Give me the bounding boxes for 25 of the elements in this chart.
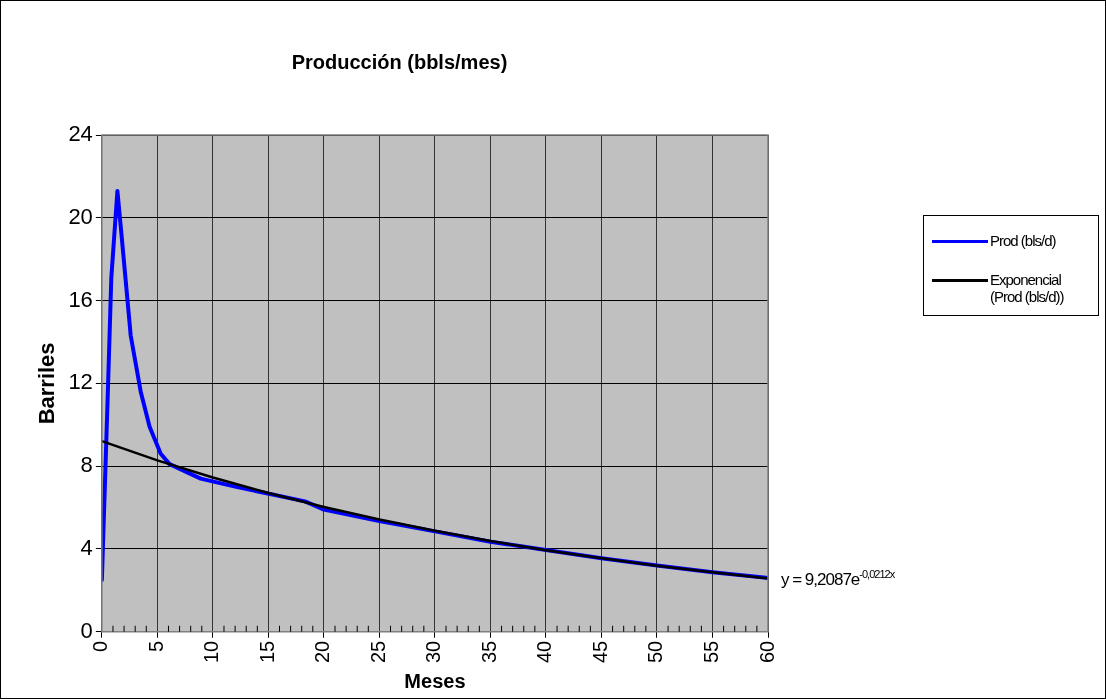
y-tick-label: 16 — [68, 286, 93, 312]
x-tick-label: 55 — [700, 640, 722, 663]
x-axis-title: Meses — [404, 669, 466, 692]
x-tick-label: 10 — [200, 640, 223, 663]
y-tick-label: 24 — [68, 121, 93, 147]
x-tick-label: 15 — [255, 640, 278, 663]
legend-label: Prod (bls/d) — [990, 232, 1056, 249]
x-tick-label: 60 — [755, 640, 778, 663]
x-tick-label: 20 — [311, 640, 334, 663]
x-tick-label: 35 — [477, 640, 500, 663]
x-tick-label: 0 — [89, 640, 112, 652]
legend-label: Exponencial (Prod (bls/d)) — [990, 271, 1065, 305]
x-tick-label: 45 — [588, 640, 611, 663]
y-tick-label: 20 — [68, 203, 93, 229]
y-axis-title: Barriles — [34, 342, 60, 425]
x-tick-label: 50 — [644, 640, 667, 663]
x-tick-label: 25 — [366, 640, 389, 663]
text: y = 9,2087e$^{-0,0212x}$ — [781, 568, 895, 590]
chart-title: Producción (bbls/mes) — [291, 50, 508, 73]
x-tick-label: 40 — [533, 640, 556, 663]
y-tick-label: 4 — [80, 535, 93, 561]
y-tick-label: 12 — [68, 369, 93, 395]
x-tick-label: 30 — [422, 640, 445, 663]
x-tick-label: 5 — [144, 640, 167, 652]
y-tick-label: 8 — [80, 452, 93, 478]
